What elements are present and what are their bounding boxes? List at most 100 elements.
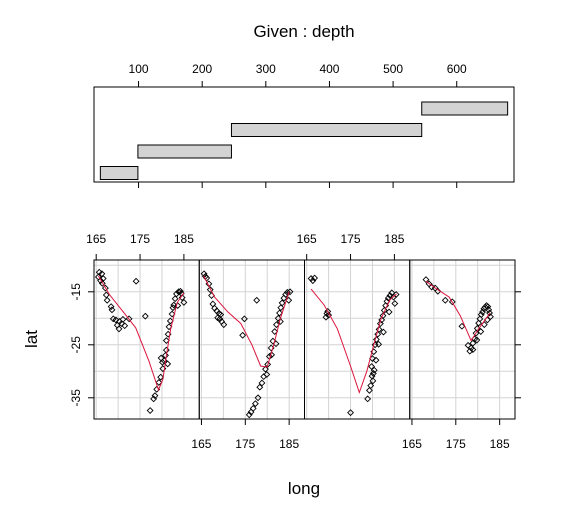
data-point (153, 385, 161, 393)
scatter-panel-2 (198, 259, 305, 420)
data-point (158, 358, 166, 366)
data-point (324, 307, 332, 315)
given-interval-bar (421, 101, 509, 116)
data-point (364, 395, 372, 403)
data-point (276, 318, 284, 325)
data-point (166, 317, 174, 325)
x-tick-label: 175 (130, 232, 150, 246)
y-axis-label: lat (22, 330, 41, 348)
data-point (112, 316, 120, 324)
data-point (378, 316, 386, 324)
data-point (369, 377, 377, 385)
scatter-panel-4 (409, 259, 516, 420)
x-tick-label: 185 (174, 232, 194, 246)
data-point (164, 360, 172, 368)
data-point (379, 312, 387, 320)
data-point (162, 351, 169, 359)
data-point (97, 277, 105, 285)
x-tick-label: 165 (402, 437, 422, 451)
data-point (286, 288, 294, 296)
data-point (216, 315, 224, 323)
data-point (372, 356, 380, 364)
data-point (263, 371, 271, 378)
data-point (132, 277, 140, 285)
data-point (174, 302, 182, 310)
data-point (278, 299, 286, 307)
data-point (472, 329, 480, 337)
x-axis-label: long (288, 479, 320, 498)
data-point (272, 321, 280, 329)
given-panel-bars (99, 101, 509, 180)
data-point (480, 321, 488, 329)
data-point (253, 296, 261, 304)
data-point (441, 296, 449, 304)
data-point (283, 288, 291, 296)
data-point (99, 275, 107, 282)
data-point (365, 386, 373, 394)
data-point (486, 309, 494, 317)
data-point (254, 394, 262, 402)
data-point (475, 319, 483, 327)
data-point (206, 286, 214, 294)
given-x-tick-label: 300 (256, 62, 276, 76)
data-point (347, 409, 354, 417)
data-point (422, 276, 430, 284)
data-point (146, 407, 154, 414)
data-point (375, 340, 383, 348)
data-point (481, 303, 489, 311)
data-point (469, 346, 477, 354)
given-panel-ticks: 100 200 300 400 500 600 (129, 62, 467, 188)
x-tick-label: 185 (279, 437, 299, 451)
data-point (384, 294, 392, 302)
x-tick-label: 165 (297, 232, 317, 246)
data-point (251, 400, 259, 408)
data-point (155, 378, 163, 386)
data-point (374, 330, 382, 338)
data-point (108, 306, 116, 314)
scatter-axes: 165 175 185 165 175 185 165 175 185 165 175 185 -15 -… (69, 232, 521, 451)
smooth-line (97, 275, 185, 392)
data-point (428, 283, 436, 291)
data-point (380, 306, 388, 314)
data-point (157, 373, 165, 381)
data-point (311, 274, 319, 282)
given-panel-frame (93, 86, 515, 183)
data-point (162, 346, 170, 354)
smooth-line (425, 280, 491, 342)
data-point (473, 336, 481, 344)
data-point (477, 328, 485, 335)
data-point (157, 354, 165, 362)
data-point (151, 392, 159, 400)
y-tick-label: -25 (69, 336, 83, 354)
x-tick-label: 185 (490, 437, 510, 451)
data-point (375, 325, 383, 333)
given-interval-bar (137, 144, 232, 159)
data-point (371, 341, 379, 349)
given-x-tick-label: 100 (129, 62, 149, 76)
x-tick-label: 175 (341, 232, 361, 246)
data-point (271, 328, 279, 335)
data-point (368, 363, 376, 370)
data-point (125, 315, 133, 323)
given-x-tick-label: 600 (447, 62, 467, 76)
smooth-line (203, 275, 290, 368)
data-point (103, 296, 111, 304)
data-point (448, 298, 456, 306)
data-point (249, 404, 257, 412)
data-point (268, 351, 276, 359)
data-point (385, 308, 393, 316)
data-point (176, 287, 184, 295)
data-point (380, 328, 387, 336)
y-tick-label: -35 (69, 389, 83, 407)
data-point (282, 291, 290, 298)
data-point (370, 366, 378, 374)
data-point (118, 320, 126, 328)
x-tick-label: 165 (191, 437, 211, 451)
given-x-tick-label: 500 (383, 62, 403, 76)
data-point (240, 315, 248, 323)
data-point (322, 313, 330, 321)
given-interval-bar (230, 123, 423, 137)
scatter-panels (93, 259, 516, 420)
data-point (262, 365, 269, 373)
